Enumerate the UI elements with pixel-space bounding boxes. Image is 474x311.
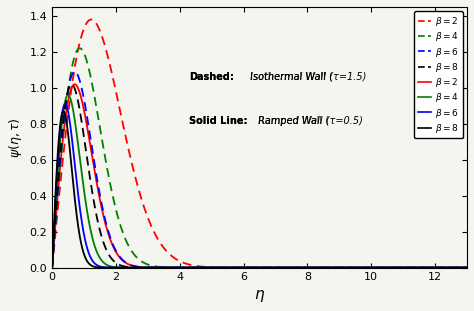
Text: Solid Line:: Solid Line:: [189, 116, 247, 126]
Legend: $\beta =2$, $\beta =4$, $\beta =6$, $\beta =8$, $\beta =2$, $\beta =4$, $\beta =: $\beta =2$, $\beta =4$, $\beta =6$, $\be…: [414, 12, 463, 138]
X-axis label: $\eta$: $\eta$: [254, 288, 265, 304]
Text: Dashed:: Dashed:: [189, 72, 234, 82]
Text: Isothermal Wall (: Isothermal Wall (: [247, 72, 333, 82]
Text: Dashed:: Dashed:: [189, 72, 234, 82]
Y-axis label: $\psi(\eta, \tau)$: $\psi(\eta, \tau)$: [7, 117, 24, 158]
Text: Isothermal Wall (τ=1.5): Isothermal Wall (τ=1.5): [247, 72, 366, 82]
Text: Ramped Wall (τ=0.5): Ramped Wall (τ=0.5): [255, 116, 363, 126]
Text: Ramped Wall (: Ramped Wall (: [255, 116, 330, 126]
Text: Solid Line:: Solid Line:: [189, 116, 247, 126]
